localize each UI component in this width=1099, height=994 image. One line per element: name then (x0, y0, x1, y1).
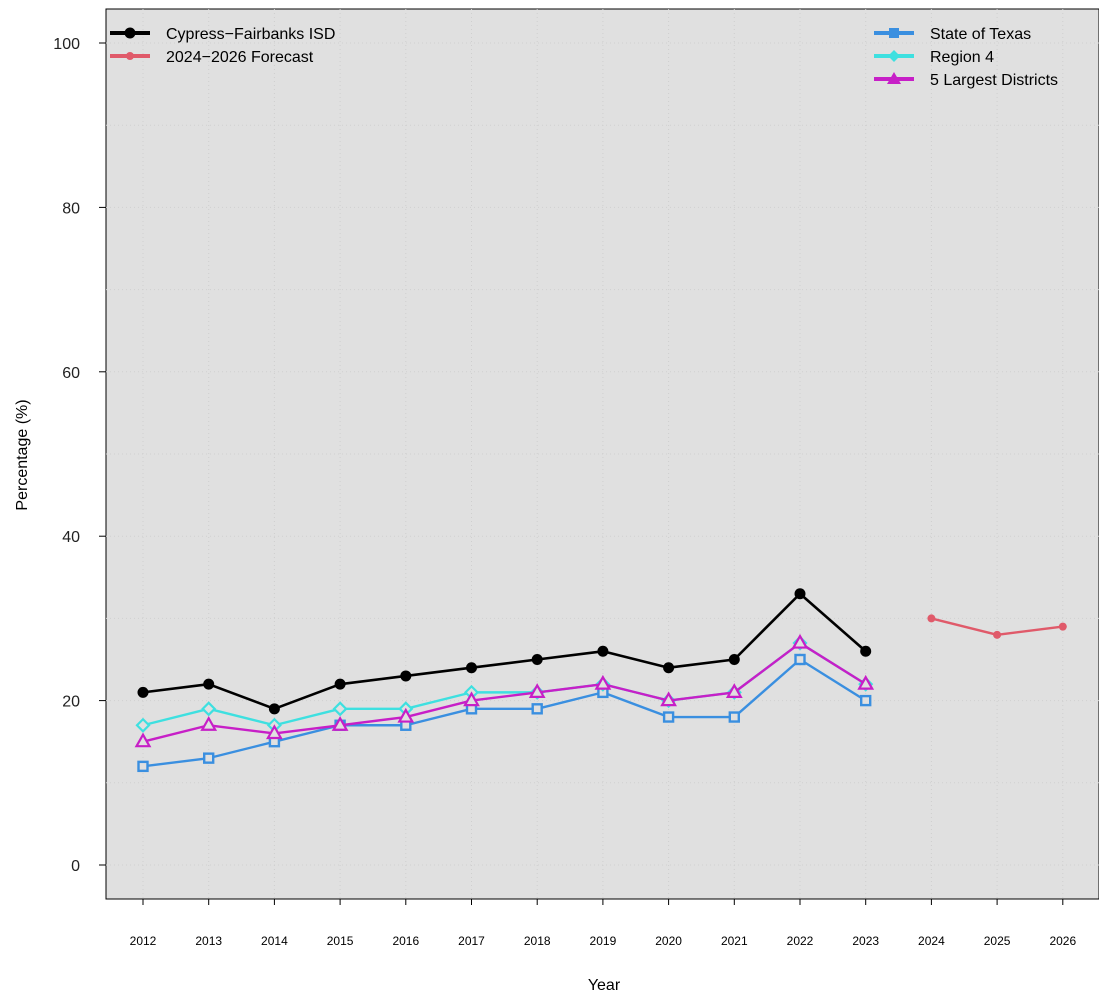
y-tick-label: 100 (53, 36, 80, 53)
x-tick-label: 2013 (195, 934, 222, 948)
series-line-texas (142, 658, 867, 768)
y-tick-label: 20 (62, 694, 80, 711)
legend-swatch-marker (888, 50, 900, 62)
data-point-forecast (993, 630, 1002, 639)
x-tick-label: 2016 (392, 934, 419, 948)
data-point-texas (662, 711, 675, 723)
x-tick-label: 2024 (918, 934, 945, 948)
y-tick-label: 60 (62, 365, 80, 382)
data-point-largest5 (791, 633, 809, 649)
legend-swatch-marker (889, 28, 899, 38)
legend-item-largest5: 5 Largest Districts (874, 72, 1058, 89)
legend-label: Cypress−Fairbanks ISD (166, 26, 335, 43)
data-point-region4 (201, 701, 217, 717)
x-tick-label: 2021 (721, 934, 748, 948)
x-tick-label: 2015 (327, 934, 354, 948)
y-tick-label: 0 (71, 858, 80, 875)
data-point-cfisd (531, 654, 543, 665)
data-point-texas (531, 703, 543, 715)
series-line-largest5 (142, 641, 867, 743)
data-point-cfisd (663, 662, 675, 674)
x-tick-label: 2020 (655, 934, 682, 948)
y-tick-label: 40 (62, 529, 80, 546)
data-point-largest5 (857, 674, 875, 690)
legend-item-cfisd: Cypress−Fairbanks ISD (110, 26, 335, 43)
data-point-region4 (135, 717, 151, 733)
data-point-region4 (332, 701, 348, 717)
legend-item-region4: Region 4 (874, 49, 994, 66)
data-point-texas (137, 760, 149, 773)
data-point-cfisd (466, 662, 477, 674)
x-tick-label: 2018 (524, 934, 551, 948)
series-line-cfisd (142, 592, 867, 711)
legend-item-texas: State of Texas (874, 26, 1031, 43)
data-point-largest5 (134, 732, 152, 748)
legend-item-forecast: 2024−2026 Forecast (110, 49, 314, 66)
data-point-forecast (1058, 622, 1067, 631)
data-point-cfisd (597, 645, 609, 657)
x-tick-label: 2026 (1049, 934, 1076, 948)
data-point-cfisd (137, 686, 149, 698)
data-point-cfisd (728, 654, 740, 665)
data-point-cfisd (860, 645, 872, 657)
data-point-largest5 (397, 707, 415, 723)
data-point-largest5 (331, 716, 349, 731)
data-point-largest5 (463, 691, 480, 707)
data-point-largest5 (725, 683, 743, 698)
data-point-largest5 (594, 674, 612, 690)
legend-label: 5 Largest Districts (930, 72, 1058, 89)
data-point-cfisd (794, 588, 806, 600)
data-point-texas (794, 653, 806, 666)
x-axis-title: Year (588, 977, 621, 994)
data-point-largest5 (660, 691, 677, 707)
legend-swatch-marker (124, 27, 136, 39)
data-point-cfisd (334, 678, 346, 690)
y-axis-title: Percentage (%) (14, 399, 31, 510)
series-cfisd (137, 588, 872, 715)
data-point-forecast (927, 614, 936, 623)
x-tick-label: 2025 (984, 934, 1011, 948)
legend-label: State of Texas (930, 26, 1031, 43)
data-point-cfisd (400, 670, 412, 682)
x-tick-label: 2022 (787, 934, 814, 948)
data-point-cfisd (268, 703, 280, 715)
x-tick-label: 2019 (590, 934, 617, 948)
data-point-cfisd (203, 678, 215, 690)
data-point-largest5 (266, 724, 283, 740)
data-point-largest5 (528, 683, 546, 698)
legend: Cypress−Fairbanks ISD 2024−2026 Forecast S… (110, 26, 1058, 89)
legend-label: 2024−2026 Forecast (166, 49, 314, 66)
x-tick-label: 2017 (458, 934, 485, 948)
x-tick-label: 2023 (852, 934, 879, 948)
series-forecast (927, 614, 1067, 639)
x-tick-label: 2014 (261, 934, 288, 948)
data-point-texas (202, 752, 215, 764)
legend-swatch-marker (887, 72, 901, 84)
series-largest5 (134, 633, 875, 748)
series-layer (134, 588, 1067, 773)
legend-label: Region 4 (930, 49, 994, 66)
grid-layer (106, 9, 1099, 899)
axis-layer: 0 20 40 60 80 100 2012 2013 2014 2015 2016 2017 2018… (53, 36, 1076, 948)
legend-swatch-marker (126, 52, 134, 60)
x-tick-label: 2012 (130, 934, 157, 948)
data-point-texas (860, 694, 872, 707)
data-point-largest5 (200, 716, 218, 731)
y-tick-label: 80 (62, 200, 80, 217)
data-point-texas (728, 711, 740, 723)
series-texas (137, 653, 872, 773)
